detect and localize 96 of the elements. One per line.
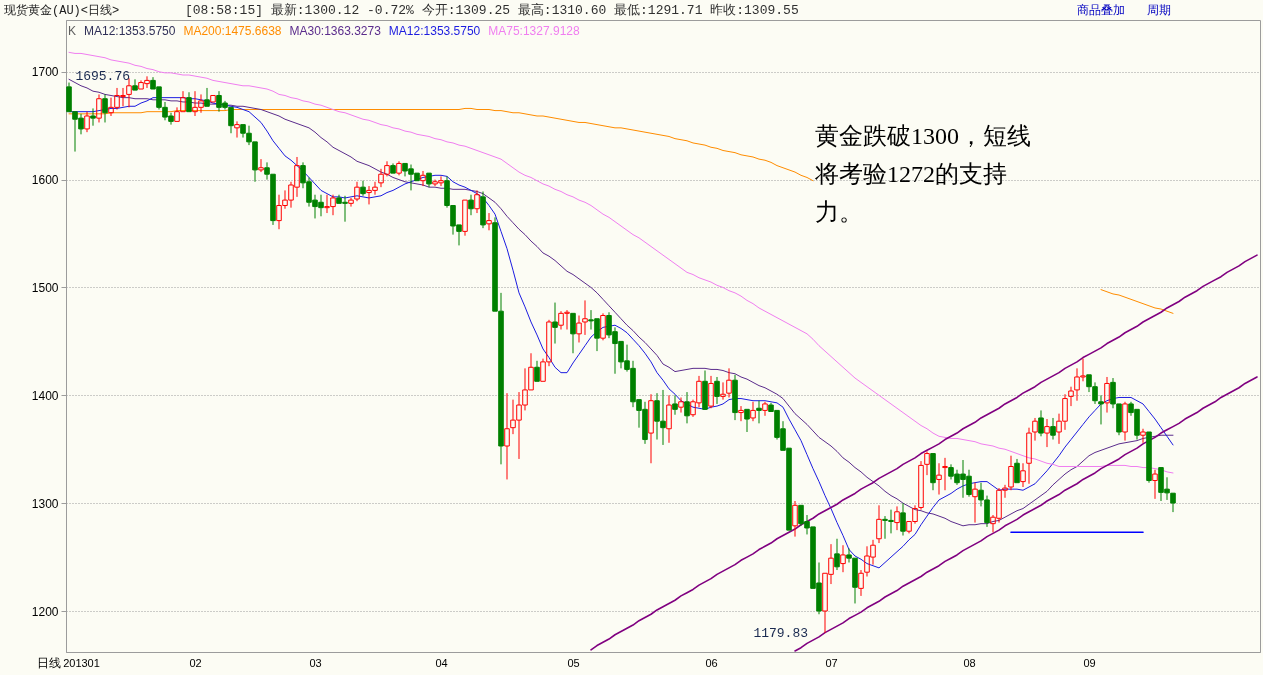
candlestick — [834, 538, 840, 571]
x-tick-label: 03 — [309, 656, 322, 669]
candlestick — [204, 87, 210, 107]
candlestick — [930, 453, 936, 491]
candlestick — [738, 405, 744, 422]
legend-label: MA12:1353.5750 — [84, 24, 176, 38]
candlestick — [666, 394, 672, 444]
candlestick — [1152, 469, 1158, 500]
candlestick — [972, 482, 978, 524]
candlestick — [708, 375, 714, 409]
candlestick — [186, 91, 192, 113]
candlestick — [360, 180, 366, 197]
x-tick-label: 201301 — [63, 656, 100, 669]
candlestick — [132, 78, 138, 91]
text: MA200:1475.6638 — [183, 24, 282, 38]
line-series — [68, 51, 1174, 474]
candlestick — [468, 194, 474, 216]
candlestick — [792, 500, 798, 538]
candlestick — [726, 367, 732, 398]
text: MA30:1363.3273 — [289, 24, 382, 38]
candlestick — [534, 360, 540, 382]
candlestick — [84, 111, 90, 133]
x-axis-title: 日线 — [37, 656, 61, 670]
x-tick-label: 06 — [705, 656, 718, 669]
candlestick — [102, 93, 108, 123]
candlestick — [96, 93, 102, 123]
x-tick-label: 09 — [1083, 656, 1096, 669]
candlestick — [474, 189, 480, 214]
y-tick-label: 1600 — [31, 173, 59, 188]
candlestick — [1098, 394, 1104, 425]
x-tick-label: 02 — [189, 656, 202, 669]
candlestick — [1014, 458, 1020, 484]
candlestick — [678, 396, 684, 414]
candlestick — [756, 400, 762, 424]
candlestick — [258, 158, 264, 173]
line-series — [590, 254, 1258, 651]
x-tick-label: 07 — [825, 656, 838, 669]
candlestick — [876, 504, 882, 544]
candlestick — [732, 374, 738, 421]
candlestick — [858, 569, 864, 597]
candlestick — [648, 393, 654, 464]
y-tick-label: 1200 — [31, 604, 59, 619]
y-tick-label: 1300 — [31, 496, 59, 511]
candlestick — [390, 162, 396, 174]
candlestick — [714, 376, 720, 405]
candlestick — [1020, 462, 1026, 488]
candlestick — [672, 394, 678, 416]
candlestick — [744, 408, 750, 433]
candlestick — [840, 544, 846, 573]
candlestick — [462, 199, 468, 237]
annotation: 1179.83 — [753, 625, 808, 641]
y-tick-label: 1400 — [31, 388, 59, 403]
x-tick-label: 05 — [567, 656, 580, 669]
candlestick — [210, 94, 216, 103]
chart-title: 现货黄金(AU)<日线> — [4, 4, 120, 18]
candlestick — [750, 401, 756, 422]
candlestick — [684, 391, 690, 424]
candlestick — [1146, 431, 1152, 484]
candlestick — [486, 212, 492, 231]
candlestick — [570, 312, 576, 354]
candlestick — [1044, 418, 1050, 448]
candlestick — [1140, 428, 1146, 444]
x-tick-label: 08 — [963, 656, 976, 669]
annotation: 黄金跌破1300，短线将考验1272的支持力。 — [814, 123, 1031, 225]
candlestick — [942, 457, 948, 491]
candlestick — [1050, 417, 1056, 441]
candlestick — [936, 462, 942, 496]
y-tick-label: 1500 — [31, 280, 59, 295]
text: 周期 — [1147, 3, 1171, 17]
candlestick — [1038, 409, 1044, 437]
text: 商品叠加 — [1077, 3, 1125, 17]
text: MA75:1327.9128 — [488, 24, 580, 38]
candlestick — [1122, 401, 1128, 442]
candlestick — [420, 170, 426, 187]
candlestick — [504, 392, 510, 480]
candlestick — [702, 370, 708, 410]
candlestick — [894, 505, 900, 531]
candlestick — [918, 460, 924, 511]
y-tick-label: 1700 — [31, 65, 59, 80]
candlestick — [234, 120, 240, 139]
x-tick-label: 04 — [435, 656, 448, 669]
candlestick — [552, 302, 558, 345]
candlestick — [480, 190, 486, 229]
candlestick — [600, 312, 606, 341]
candlestick — [900, 502, 906, 537]
candlestick — [720, 381, 726, 401]
annotation: 1695.76 — [75, 69, 130, 85]
legend-title: K — [68, 24, 77, 38]
candlestick — [762, 401, 768, 417]
candlestick — [426, 172, 432, 188]
chart-subtitle: [08:58:15] 最新:1300.12 -0.72% 今开:1309.25 最高:1310.60 最低:1291.71 昨收:1309.55 — [185, 2, 799, 18]
candlestick — [396, 160, 402, 176]
candlestick — [924, 450, 930, 476]
text: MA12:1353.5750 — [388, 24, 481, 38]
candlestick — [90, 107, 96, 127]
candlestick — [1104, 376, 1110, 414]
